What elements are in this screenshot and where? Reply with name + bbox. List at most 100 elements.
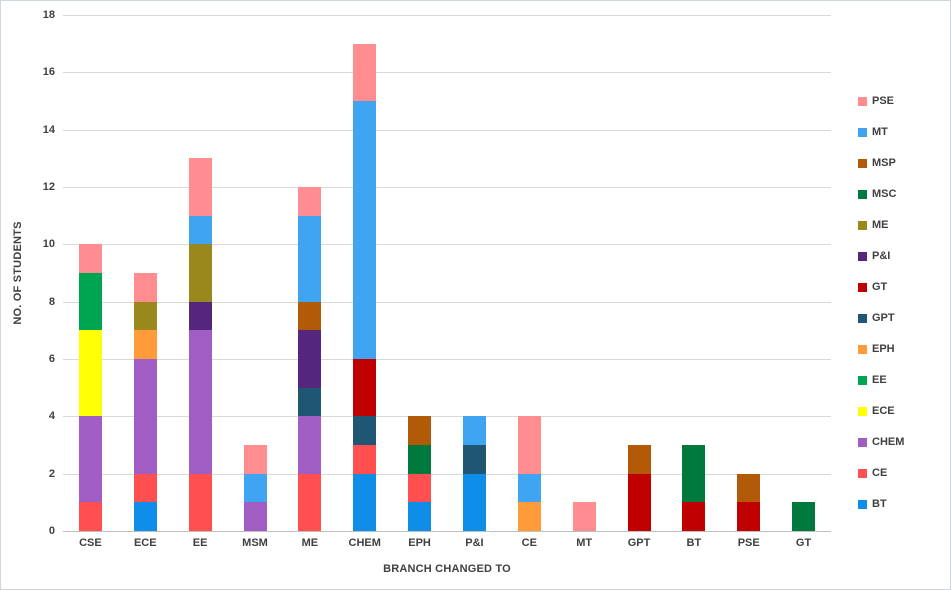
legend-label: GT <box>872 281 888 293</box>
bar-segment-CE <box>188 473 212 531</box>
bar-segment-MSP <box>627 445 651 474</box>
bar-segment-BT <box>133 502 157 531</box>
bar-segment-P&I <box>298 330 322 388</box>
bar-segment-PSE <box>188 158 212 216</box>
bar-segment-ECE <box>78 330 102 417</box>
y-axis-tick-label: 10 <box>42 238 55 251</box>
bar-segment-CE <box>133 473 157 503</box>
x-axis-category-label: CSE <box>79 537 102 549</box>
legend-item-CE: CE <box>858 465 904 481</box>
x-axis-category-label: GPT <box>627 537 651 549</box>
bar-segment-MSC <box>682 445 706 503</box>
bar-segment-CHEM <box>133 359 157 474</box>
bar-segment-ME <box>133 301 157 331</box>
legend-swatch <box>858 406 867 416</box>
bar-segment-GT <box>353 359 377 417</box>
legend-item-PSE: PSE <box>858 93 904 109</box>
bar-segment-PSE <box>572 502 596 531</box>
legend-swatch <box>858 251 867 261</box>
bar-segment-ME <box>188 244 212 302</box>
bar-segment-CE <box>353 445 377 474</box>
plot-area <box>63 15 831 532</box>
x-axis-category-label: PSE <box>737 537 760 549</box>
y-axis-tick-label: 18 <box>42 9 55 21</box>
bar-segment-MT <box>188 215 212 245</box>
bar-segment-EPH <box>517 502 541 531</box>
bar-segment-PSE <box>133 273 157 302</box>
bar-GT <box>792 502 816 531</box>
x-axis-category-label: MSM <box>242 537 268 549</box>
legend-item-ME: ME <box>858 217 904 233</box>
legend-label: EE <box>872 374 887 386</box>
bar-segment-EPH <box>133 330 157 360</box>
x-axis-category-label: GT <box>795 537 812 549</box>
legend-label: PSE <box>872 95 895 107</box>
legend-swatch <box>858 499 867 509</box>
y-axis-tick-label: 2 <box>48 467 55 480</box>
bar-segment-PSE <box>353 43 377 102</box>
legend-swatch <box>858 96 867 106</box>
legend-label: P&I <box>872 250 891 262</box>
bar-segment-GPT <box>353 416 377 446</box>
bar-segment-GPT <box>298 387 322 417</box>
bar-segment-BT <box>353 473 377 531</box>
gridline <box>63 187 831 188</box>
y-axis-tick-label: 14 <box>42 123 55 136</box>
legend-swatch <box>858 127 867 137</box>
bar-segment-MT <box>298 215 322 302</box>
legend-swatch <box>858 189 867 199</box>
bar-ME <box>298 187 322 531</box>
x-axis-title: BRANCH CHANGED TO <box>383 563 511 575</box>
bar-segment-MSC <box>792 502 816 531</box>
bar-segment-MT <box>462 416 486 446</box>
bar-segment-PSE <box>517 416 541 474</box>
bar-segment-P&I <box>188 301 212 331</box>
bar-GPT <box>627 445 651 531</box>
bar-segment-CHEM <box>243 502 267 531</box>
y-axis-tick-labels: 0 2 4 6 8 10 12 14 16 18 <box>23 9 55 537</box>
x-axis-category-label: EE <box>192 537 208 549</box>
legend-item-MT: MT <box>858 124 904 140</box>
bar-EPH <box>408 416 432 531</box>
x-axis-category-label: CE <box>521 537 537 549</box>
legend-swatch <box>858 344 867 354</box>
x-axis-line <box>63 531 831 532</box>
legend-label: GPT <box>872 312 895 324</box>
bar-PSE <box>737 473 761 531</box>
bar-segment-PSE <box>78 244 102 274</box>
bar-segment-MSP <box>408 416 432 446</box>
legend-item-MSP: MSP <box>858 155 904 171</box>
legend-item-CHEM: CHEM <box>858 434 904 450</box>
bar-segment-CHEM <box>188 330 212 474</box>
legend-label: ME <box>872 219 889 231</box>
x-axis-category-labels: CSE ECE EE MSM ME CHEM EPH P&I CE MT GPT BT PSE GT <box>63 537 831 551</box>
legend-label: EPH <box>872 343 895 355</box>
y-axis-tick-label: 12 <box>42 181 55 193</box>
bar-segment-MSC <box>408 445 432 474</box>
bar-MT <box>572 502 596 531</box>
gridline <box>63 416 831 418</box>
y-axis-tick-label: 6 <box>48 353 55 365</box>
bar-segment-CE <box>78 502 102 531</box>
bar-segment-CHEM <box>298 416 322 474</box>
bar-segment-CHEM <box>78 416 102 503</box>
legend-item-GT: GT <box>858 279 904 295</box>
bar-segment-GPT <box>462 445 486 474</box>
legend-swatch <box>858 313 867 323</box>
gridline <box>63 244 831 246</box>
legend: PSE MT MSP MSC ME P&I GT GPT EPH EE ECE CHEM CE BT <box>858 93 904 512</box>
legend-swatch <box>858 158 867 168</box>
x-axis-category-label: BT <box>686 537 702 549</box>
gridline <box>63 129 831 131</box>
x-axis-category-label: MT <box>576 537 593 549</box>
x-axis-category-label: ECE <box>133 537 157 549</box>
bar-segment-GT <box>737 502 761 531</box>
y-axis-tick-label: 8 <box>48 295 55 308</box>
legend-swatch <box>858 282 867 292</box>
gridline <box>63 359 831 360</box>
legend-item-EE: EE <box>858 372 904 388</box>
legend-item-MSC: MSC <box>858 186 904 202</box>
bar-segment-MSP <box>298 301 322 331</box>
y-axis-tick-label: 16 <box>42 66 55 79</box>
